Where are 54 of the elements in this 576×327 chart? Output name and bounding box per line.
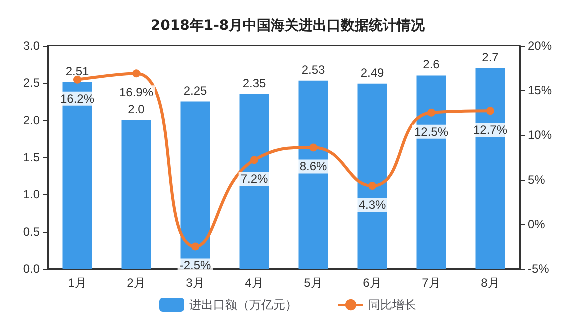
data-label: -2.5% [180,258,212,273]
data-label: 2.0 [128,102,146,116]
x-tick-label: 1月 [68,276,87,290]
data-label: 2.35 [242,76,266,90]
point [192,242,200,251]
point [428,108,436,117]
data-label: 2.7 [482,50,500,64]
y2-tick-label: -5% [528,262,550,276]
y-tick-label: 0.0 [23,262,40,276]
data-label: 7.2% [240,172,268,186]
y-tick-label: 1.0 [23,188,40,202]
x-tick-label: 2月 [127,276,146,290]
data-label: 8.6% [300,160,328,174]
data-label: 2.53 [302,62,326,77]
bar [358,84,388,269]
bar [122,120,152,269]
data-label: 2.25 [184,84,208,98]
data-label: 16.2% [60,92,95,106]
y-tick-label: 0.5 [23,224,40,239]
bar [298,80,328,269]
point [310,144,318,152]
y2-tick-label: 0% [528,217,546,232]
data-label: 2.49 [360,66,384,80]
x-tick-label: 5月 [304,276,323,290]
y-tick-label: 2.5 [23,76,40,90]
x-tick-label: 4月 [245,276,264,290]
data-label: 4.3% [358,198,386,212]
bar [62,82,92,269]
bar [476,68,506,269]
x-tick-label: 7月 [422,276,441,290]
x-tick-label: 3月 [186,276,205,290]
y2-tick-label: 20% [528,39,552,53]
legend-label: 进出口额（万亿元） [190,298,298,312]
y2-tick-label: 10% [528,128,552,142]
chart-title: 2018年1-8月中国海关进出口数据统计情况 [150,17,426,34]
y-tick-label: 3.0 [23,39,40,53]
y2-tick-label: 15% [528,84,552,98]
point [132,70,140,78]
data-label: 12.7% [473,123,508,138]
y-tick-label: 1.5 [23,150,40,164]
data-label: 2.51 [66,64,90,78]
point [250,156,258,164]
y2-tick-label: 5% [528,172,546,187]
y-tick-label: 2.0 [23,113,40,128]
data-label: 2.6 [423,58,440,72]
point [74,76,82,84]
data-label: 16.9% [119,86,154,100]
bar [240,94,270,269]
data-label: 12.5% [414,124,449,139]
point [368,182,376,190]
x-tick-label: 8月 [481,276,500,290]
point [486,107,494,116]
legend-label: 同比增长 [368,298,416,312]
x-tick-label: 6月 [363,276,382,290]
